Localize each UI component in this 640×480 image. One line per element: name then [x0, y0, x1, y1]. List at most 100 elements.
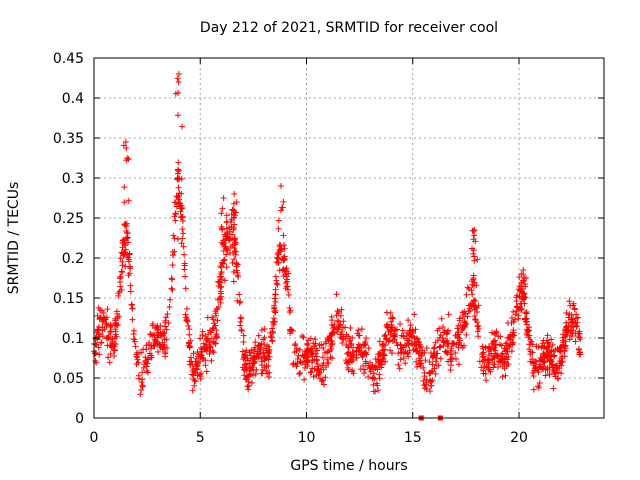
data-point — [482, 356, 489, 363]
data-point — [250, 366, 257, 373]
data-point — [269, 325, 276, 332]
data-point — [326, 336, 333, 343]
data-point — [245, 372, 252, 379]
data-point — [111, 347, 118, 354]
data-point — [438, 315, 445, 322]
data-point — [522, 309, 529, 316]
data-point — [358, 325, 365, 332]
data-point — [180, 230, 187, 237]
data-point — [540, 363, 547, 370]
data-point — [370, 364, 377, 371]
data-point — [248, 379, 255, 386]
data-point — [217, 288, 224, 295]
data-point — [455, 361, 462, 368]
data-point — [270, 321, 277, 328]
data-point — [405, 331, 412, 338]
data-point — [280, 232, 287, 239]
data-point — [308, 369, 315, 376]
data-point — [402, 348, 409, 355]
data-point — [152, 337, 159, 344]
data-point — [345, 343, 352, 350]
data-point — [265, 362, 272, 369]
data-point — [230, 226, 237, 233]
data-point — [333, 291, 340, 298]
data-point — [541, 353, 548, 360]
data-point — [321, 349, 328, 356]
data-point — [218, 283, 225, 290]
data-point — [151, 336, 158, 343]
data-point — [372, 388, 379, 395]
data-point — [570, 315, 577, 322]
data-point — [508, 348, 515, 355]
data-point — [190, 350, 197, 357]
data-point — [272, 273, 279, 280]
data-point — [125, 156, 132, 163]
data-point — [475, 322, 482, 329]
data-point — [194, 372, 201, 379]
data-point — [499, 350, 506, 357]
data-point — [220, 247, 227, 254]
data-point — [529, 349, 536, 356]
data-point — [173, 193, 180, 200]
data-point — [470, 247, 477, 254]
data-point — [540, 337, 547, 344]
data-point — [551, 370, 558, 377]
data-point — [214, 317, 221, 324]
data-point — [565, 314, 572, 321]
data-point — [395, 361, 402, 368]
data-point — [404, 335, 411, 342]
data-point — [193, 360, 200, 367]
data-point — [265, 356, 272, 363]
data-point — [198, 352, 205, 359]
data-point — [169, 261, 176, 268]
data-point — [207, 327, 214, 334]
data-point — [159, 343, 166, 350]
data-point — [294, 360, 301, 367]
data-point — [115, 290, 122, 297]
data-point — [281, 253, 288, 260]
data-point — [401, 342, 408, 349]
data-point — [107, 328, 114, 335]
data-point — [550, 385, 557, 392]
data-point — [95, 304, 102, 311]
data-point — [555, 369, 562, 376]
data-point — [526, 345, 533, 352]
data-point — [218, 239, 225, 246]
data-point — [416, 344, 423, 351]
data-point — [116, 288, 123, 295]
data-point — [269, 338, 276, 345]
data-point — [111, 340, 118, 347]
data-point — [399, 327, 406, 334]
data-point — [303, 355, 310, 362]
data-point — [559, 358, 566, 365]
data-point — [412, 346, 419, 353]
data-point — [557, 348, 564, 355]
data-point — [129, 316, 136, 323]
data-point — [107, 342, 114, 349]
data-point — [544, 365, 551, 372]
data-point — [96, 351, 103, 358]
data-point — [417, 350, 424, 357]
data-point — [263, 367, 270, 374]
data-point — [174, 176, 181, 183]
data-point — [320, 381, 327, 388]
data-point — [514, 304, 521, 311]
data-point — [433, 350, 440, 357]
data-point — [318, 366, 325, 373]
data-point — [445, 311, 452, 318]
data-point — [413, 358, 420, 365]
data-point — [252, 370, 259, 377]
data-point — [133, 361, 140, 368]
data-point — [523, 310, 530, 317]
data-point — [172, 210, 179, 217]
data-point — [304, 342, 311, 349]
data-point — [95, 326, 102, 333]
data-point — [207, 348, 214, 355]
data-point — [355, 348, 362, 355]
data-point — [407, 322, 414, 329]
data-point — [564, 329, 571, 336]
data-point — [322, 340, 329, 347]
data-point — [286, 305, 293, 312]
data-point — [301, 364, 308, 371]
data-point — [219, 225, 226, 232]
